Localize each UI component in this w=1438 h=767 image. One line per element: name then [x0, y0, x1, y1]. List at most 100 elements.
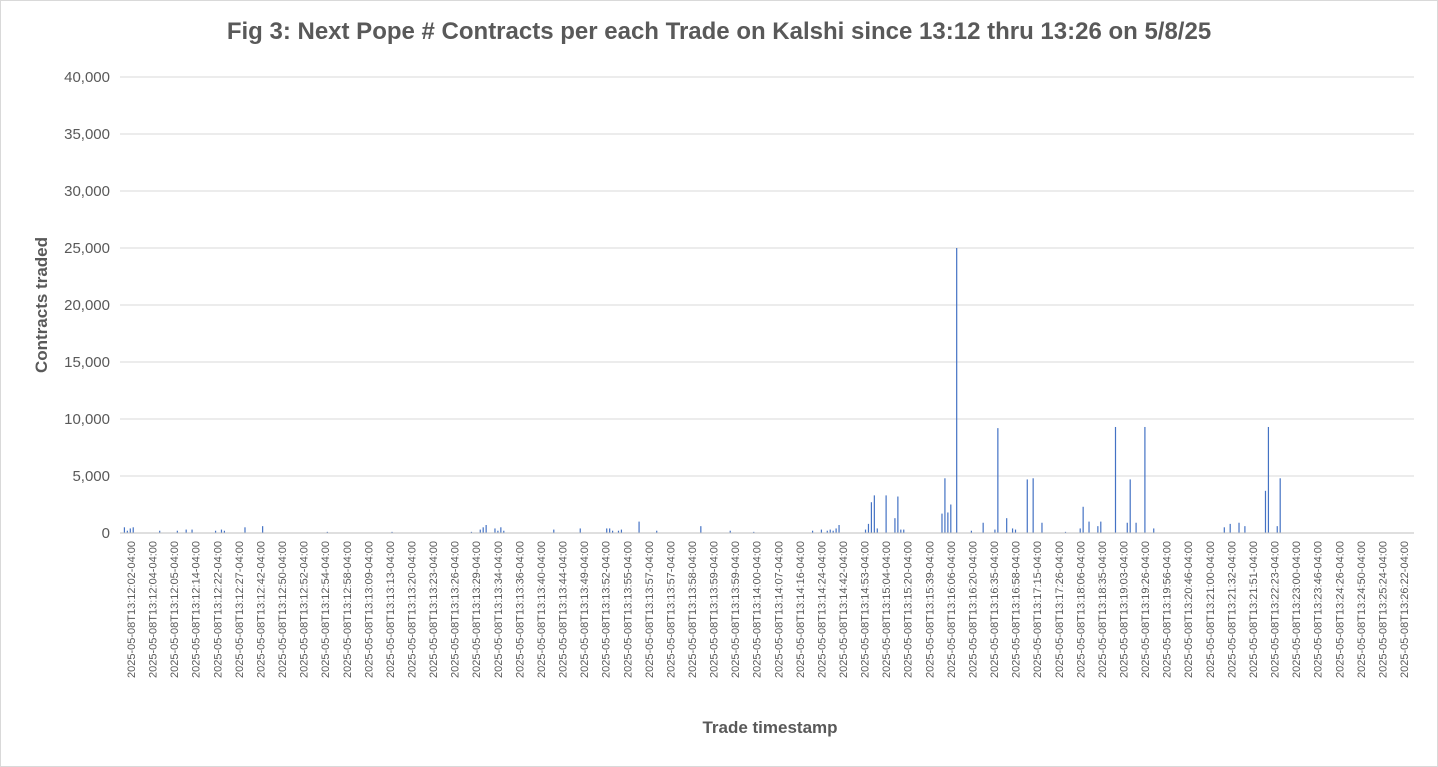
x-tick-label: 2025-05-08T13:20:46-04:00	[1183, 541, 1195, 678]
bar	[494, 528, 496, 533]
bar	[873, 495, 875, 533]
bar	[1135, 522, 1137, 533]
bar	[214, 530, 217, 533]
x-tick-label: 2025-05-08T13:12:02-04:00	[126, 541, 138, 678]
x-tick-label: 2025-05-08T13:13:13-04:00	[385, 541, 397, 678]
bar	[185, 529, 187, 533]
bar	[391, 531, 393, 533]
bar	[1011, 528, 1014, 533]
y-tick-label: 40,000	[64, 69, 110, 86]
bar	[826, 530, 828, 533]
x-tick-label: 2025-05-08T13:23:00-04:00	[1291, 541, 1303, 678]
bar	[262, 526, 264, 533]
bar	[617, 530, 620, 533]
x-tick-label: 2025-05-08T13:12:52-04:00	[299, 541, 311, 678]
bar	[982, 522, 984, 533]
x-tick-label: 2025-05-08T13:18:06-04:00	[1075, 541, 1087, 678]
x-tick-label: 2025-05-08T13:24:50-04:00	[1356, 541, 1368, 678]
bar	[244, 527, 246, 533]
x-tick-label: 2025-05-08T13:19:03-04:00	[1119, 541, 1131, 678]
bar	[947, 512, 949, 533]
x-tick-label: 2025-05-08T13:16:20-04:00	[968, 541, 980, 678]
x-tick-label: 2025-05-08T13:13:34-04:00	[493, 541, 505, 678]
bar	[132, 527, 134, 533]
x-tick-label: 2025-05-08T13:19:56-04:00	[1162, 541, 1174, 678]
bar	[994, 529, 996, 533]
bar	[500, 527, 502, 533]
bar	[1082, 506, 1084, 533]
bar	[129, 528, 131, 533]
x-tick-label: 2025-05-08T13:22:23-04:00	[1270, 541, 1282, 678]
y-axis-title: Contracts traded	[32, 237, 51, 373]
x-tick-label: 2025-05-08T13:13:55-04:00	[622, 541, 634, 678]
bar	[864, 529, 867, 533]
y-tick-label: 15,000	[64, 354, 110, 371]
bar	[829, 529, 831, 533]
bar	[1264, 490, 1267, 533]
bar	[820, 529, 823, 533]
x-tick-label: 2025-05-08T13:12:22-04:00	[212, 541, 224, 678]
x-tick-label: 2025-05-08T13:12:54-04:00	[320, 541, 332, 678]
bar	[876, 528, 878, 533]
y-tick-label: 0	[102, 525, 110, 542]
x-tick-label: 2025-05-08T13:16:35-04:00	[989, 541, 1001, 678]
x-tick-label: 2025-05-08T13:12:05-04:00	[169, 541, 181, 678]
bar	[191, 529, 193, 533]
bar	[894, 518, 896, 533]
bar	[835, 528, 837, 533]
bar	[485, 525, 487, 533]
bar	[579, 528, 581, 533]
bar	[620, 529, 623, 533]
bar	[1129, 479, 1131, 533]
bar	[867, 523, 870, 533]
bars	[123, 248, 1281, 533]
bar	[811, 530, 814, 533]
bar	[897, 496, 899, 533]
x-tick-label: 2025-05-08T13:25:24-04:00	[1377, 541, 1389, 678]
x-tick-label: 2025-05-08T13:12:50-04:00	[277, 541, 289, 678]
x-tick-label: 2025-05-08T13:13:58-04:00	[687, 541, 699, 678]
x-tick-label: 2025-05-08T13:13:40-04:00	[536, 541, 548, 678]
bar	[870, 502, 873, 533]
bar	[1244, 526, 1246, 533]
bar	[944, 478, 946, 533]
x-tick-label: 2025-05-08T13:13:23-04:00	[428, 541, 440, 678]
x-tick-label: 2025-05-08T13:13:57-04:00	[644, 541, 656, 678]
bar	[123, 527, 126, 533]
x-tick-label: 2025-05-08T13:13:36-04:00	[514, 541, 526, 678]
x-tick-label: 2025-05-08T13:23:46-04:00	[1313, 541, 1325, 678]
x-axis-title: Trade timestamp	[702, 718, 837, 737]
bar	[956, 248, 958, 533]
bar	[1144, 426, 1146, 533]
bar	[503, 530, 505, 533]
x-tick-label: 2025-05-08T13:21:00-04:00	[1205, 541, 1217, 678]
bar	[950, 504, 952, 533]
x-tick-label: 2025-05-08T13:15:20-04:00	[903, 541, 915, 678]
bar	[885, 495, 887, 533]
bar	[1100, 521, 1102, 533]
x-tick-label: 2025-05-08T13:13:52-04:00	[601, 541, 613, 678]
x-tick-label: 2025-05-08T13:13:57-04:00	[665, 541, 677, 678]
x-tick-label: 2025-05-08T13:19:26-04:00	[1140, 541, 1152, 678]
bar	[1276, 526, 1278, 533]
x-tick-label: 2025-05-08T13:21:51-04:00	[1248, 541, 1260, 678]
x-tick-label: 2025-05-08T13:14:00-04:00	[752, 541, 764, 678]
x-tick-label: 2025-05-08T13:17:26-04:00	[1054, 541, 1066, 678]
x-tick-labels: 2025-05-08T13:12:02-04:00 2025-05-08T13:1…	[126, 541, 1411, 678]
bar	[1006, 518, 1008, 533]
bar	[1153, 528, 1155, 533]
x-tick-label: 2025-05-08T13:13:44-04:00	[558, 541, 570, 678]
bar	[1223, 527, 1225, 533]
bar	[1088, 521, 1090, 533]
bar	[612, 530, 614, 533]
y-tick-labels: 0 5,000 10,000 15,000 20,000 25,000 30,000 35,0…	[64, 69, 110, 542]
x-tick-label: 2025-05-08T13:13:29-04:00	[471, 541, 483, 678]
x-tick-label: 2025-05-08T13:14:53-04:00	[860, 541, 872, 678]
x-tick-label: 2025-05-08T13:13:59-04:00	[730, 541, 742, 678]
x-tick-label: 2025-05-08T13:18:35-04:00	[1097, 541, 1109, 678]
bar	[482, 527, 484, 533]
x-tick-label: 2025-05-08T13:12:42-04:00	[256, 541, 268, 678]
x-tick-label: 2025-05-08T13:14:24-04:00	[816, 541, 828, 678]
